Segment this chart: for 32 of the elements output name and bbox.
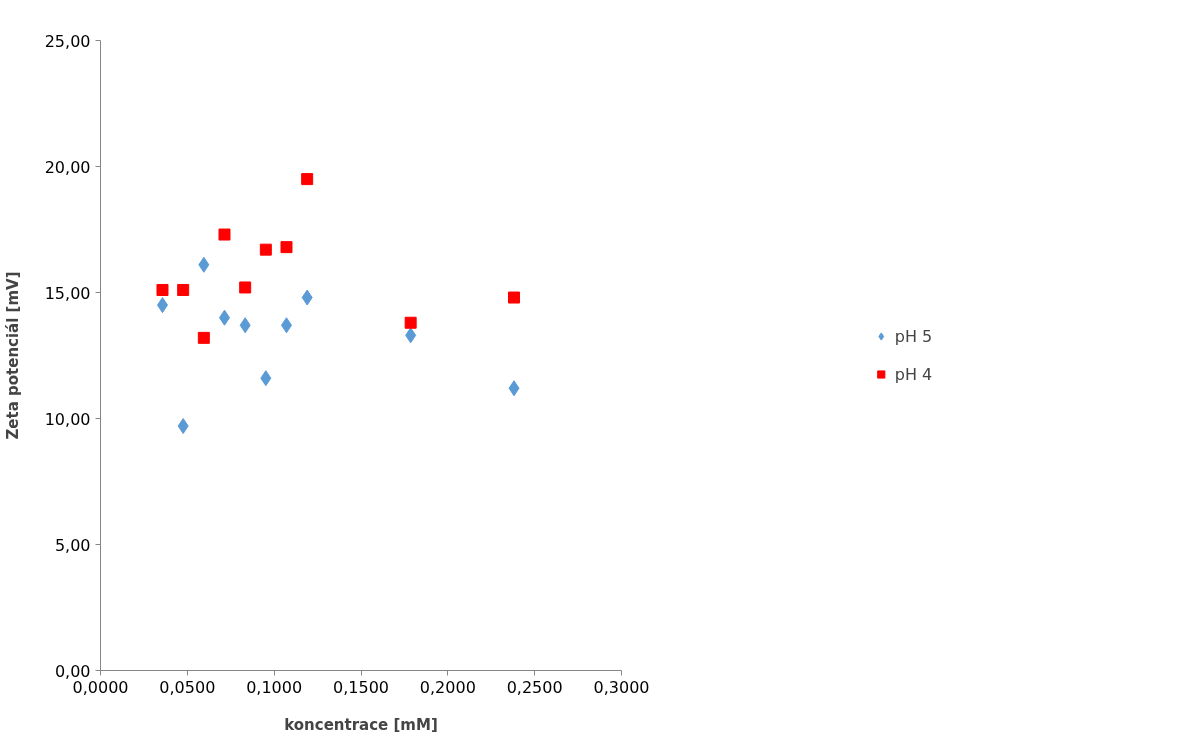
point [260,370,272,387]
x-tick-label: 0,2500 [506,677,563,697]
point [218,228,231,241]
point [156,283,169,296]
y-tick-label: 20,00 [44,157,91,177]
legend-label: pH 5 [894,326,933,346]
x-tick-label: 0,3000 [593,677,650,697]
y-tick-label: 25,00 [44,31,91,51]
x-axis-title: koncentrace [mM] [284,715,438,734]
x-tick-label: 0,1500 [333,677,389,697]
point [259,243,272,256]
y-tick-label: 15,00 [44,283,91,303]
point [404,316,417,329]
point [239,317,251,334]
point [177,283,190,296]
point [301,173,314,186]
x-tick-label: 0,2000 [419,677,476,697]
point [280,241,293,254]
y-tick-label: 5,00 [54,535,91,555]
point [508,380,520,397]
point [301,289,313,306]
legend-label: pH 4 [894,364,933,384]
point [508,291,520,304]
point [239,281,252,294]
point [198,256,210,273]
x-tick-label: 0,1000 [246,677,303,697]
point [197,331,210,344]
y-tick-label: 10,00 [44,409,91,429]
y-axis-title: Zeta potenciál [mV] [3,271,22,440]
point [177,418,189,435]
point [405,327,417,344]
x-tick-label: 0,0500 [159,677,216,697]
